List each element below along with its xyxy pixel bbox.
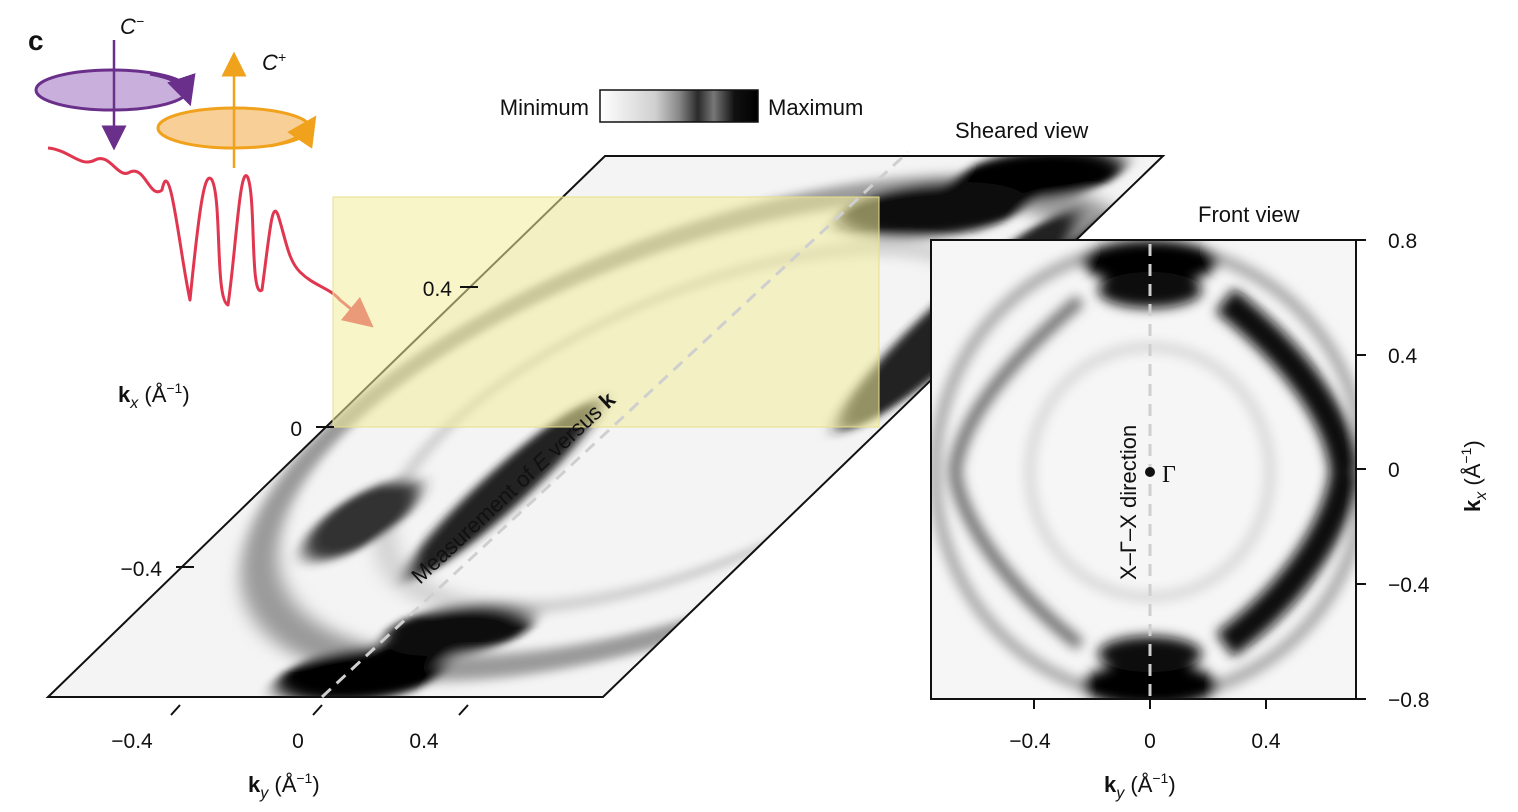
front-ky-tick-0: 0 (1144, 730, 1156, 753)
measurement-plane (332, 196, 880, 428)
sheared-ky-tick-0: 0 (292, 730, 304, 753)
front-ky-axis-label: ky (Å−1) (1104, 770, 1176, 802)
front-ky-axis (1033, 699, 1267, 709)
c-plus-label: C+ (262, 49, 286, 75)
sheared-kx-tick-minus-0.4: −0.4 (121, 558, 163, 581)
front-kx-axis (1355, 239, 1366, 700)
front-kx-tick-0: 0 (1388, 459, 1400, 482)
sheared-ky-tick-0.4: 0.4 (409, 730, 439, 753)
front-ky-tick-0.4: 0.4 (1251, 730, 1281, 753)
sheared-kx-axis (176, 286, 478, 568)
front-view-title: Front view (1198, 202, 1300, 227)
gamma-point (1145, 467, 1155, 477)
sheared-kx-axis-label: kx (Å−1) (118, 380, 190, 412)
front-kx-tick-minus-0.8: −0.8 (1388, 689, 1429, 712)
sheared-ky-axis (170, 704, 469, 716)
sheared-ky-axis-label: ky (Å−1) (248, 770, 320, 802)
front-kx-tick-minus-0.4: −0.4 (1388, 574, 1430, 597)
c-minus-label: C− (120, 13, 144, 39)
gamma-label: Γ (1162, 462, 1176, 488)
front-ky-tick-minus-0.4: −0.4 (1009, 730, 1051, 753)
colorbar-max-label: Maximum (768, 95, 863, 120)
colorbar-min-label: Minimum (500, 95, 589, 120)
front-fermi-surface-map (930, 239, 1357, 700)
sheared-ky-tick-minus-0.4: −0.4 (111, 730, 153, 753)
measurement-direction-line (320, 150, 910, 699)
colorbar (599, 89, 759, 123)
circular-polarization-plus-icon (156, 51, 317, 168)
front-kx-axis-label: kx (Å−1) (1458, 440, 1490, 512)
sheared-kx-tick-0: 0 (290, 418, 302, 441)
light-beam-wave-icon (47, 146, 374, 328)
circular-polarization-minus-icon (34, 40, 196, 151)
sheared-view-title: Sheared view (955, 118, 1088, 143)
panel-letter: c (28, 25, 44, 56)
front-kx-tick-0.4: 0.4 (1388, 345, 1418, 368)
sheared-kx-tick-0.4: 0.4 (423, 278, 453, 301)
direction-label: X–Γ–X direction (1116, 425, 1141, 580)
front-kx-tick-0.8: 0.8 (1388, 230, 1417, 253)
